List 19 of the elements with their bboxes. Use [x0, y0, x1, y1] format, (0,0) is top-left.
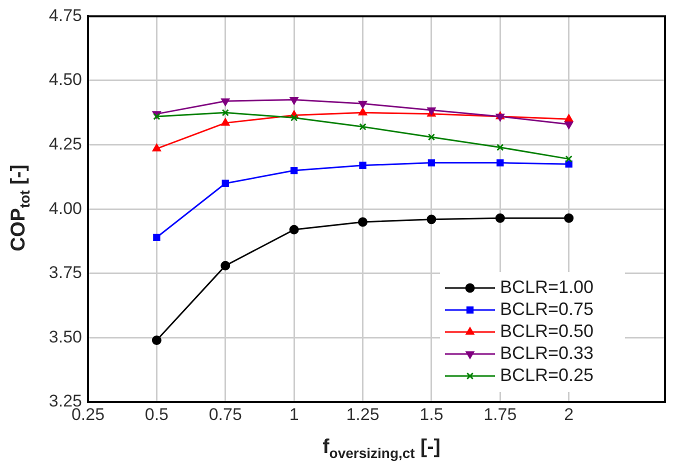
x-tick-label: 1.75 [484, 404, 517, 424]
x-tick-label: 0.5 [144, 404, 169, 424]
legend-label: BCLR=0.25 [500, 364, 594, 385]
x-tick-label: 1.25 [346, 404, 380, 424]
legend-label: BCLR=0.33 [500, 342, 594, 363]
legend-label: BCLR=0.50 [500, 320, 594, 341]
x-tick-label: 2 [564, 404, 574, 424]
x-tick-label: 1.5 [420, 404, 444, 424]
y-tick-label: 3.50 [48, 327, 82, 346]
legend-label: BCLR=0.75 [500, 298, 594, 319]
y-tick-label: 4.50 [48, 70, 82, 90]
y-tick-label: 4.25 [48, 134, 82, 154]
y-tick-label: 4.00 [48, 198, 82, 218]
y-tick-label: 3.75 [48, 263, 82, 282]
legend-label: BCLR=1.00 [500, 276, 594, 297]
x-tick-label: 1 [289, 404, 299, 424]
x-axis-title: f$_{oversizing,ct}$ [-] [322, 436, 442, 461]
y-tick-label: 4.75 [48, 6, 82, 25]
x-tick-label: 0.75 [208, 404, 242, 424]
